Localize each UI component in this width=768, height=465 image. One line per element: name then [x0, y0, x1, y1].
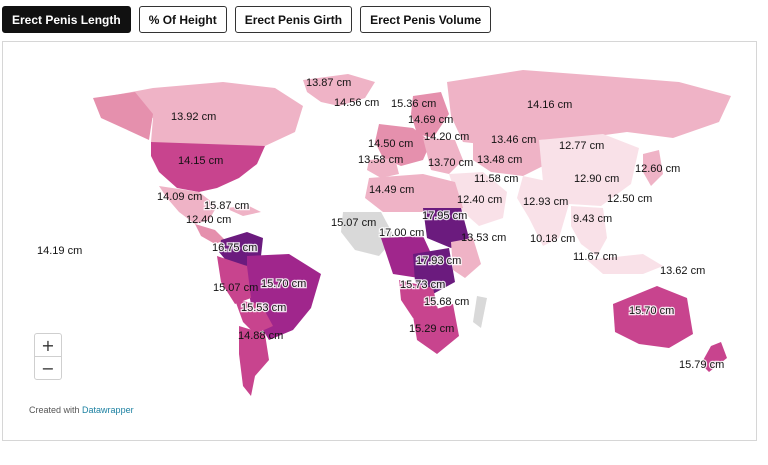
map-label: 12.93 cm: [523, 196, 568, 208]
zoom-in-button[interactable]: +: [41, 335, 55, 355]
map-label: 15.73 cm: [400, 279, 445, 291]
region-east-africa[interactable]: [451, 238, 481, 278]
map-label: 14.19 cm: [37, 245, 82, 257]
map-label: 15.36 cm: [391, 98, 436, 110]
map-label: 15.87 cm: [204, 200, 249, 212]
region-central-america[interactable]: [195, 224, 225, 244]
region-southeast-asia[interactable]: [571, 206, 607, 256]
region-sahel[interactable]: [423, 208, 469, 248]
map-label: 14.20 cm: [424, 131, 469, 143]
region-canada[interactable]: [99, 82, 303, 150]
region-alaska[interactable]: [93, 92, 153, 140]
tab-percent-of-height[interactable]: % Of Height: [138, 6, 227, 33]
map-label: 13.70 cm: [428, 157, 473, 169]
region-west-africa[interactable]: [341, 212, 395, 256]
map-label: 14.88 cm: [238, 330, 283, 342]
region-japan-korea[interactable]: [643, 150, 663, 186]
map-label: 14.09 cm: [157, 191, 202, 203]
credit-prefix: Created with: [29, 405, 80, 415]
region-argentina-chile[interactable]: [239, 326, 269, 396]
region-southern-africa[interactable]: [413, 304, 459, 354]
world-map[interactable]: 13.87 cm 14.56 cm 15.36 cm 14.16 cm 13.9…: [3, 42, 756, 440]
map-label: 13.87 cm: [306, 77, 351, 89]
map-label: 15.29 cm: [409, 323, 454, 335]
map-label: 14.49 cm: [369, 184, 414, 196]
map-label: 13.53 cm: [461, 232, 506, 244]
map-label: 9.43 cm: [573, 213, 612, 225]
region-south-asia[interactable]: [517, 176, 569, 246]
map-label: 15.79 cm: [679, 359, 724, 371]
map-label: 13.58 cm: [358, 154, 403, 166]
region-usa[interactable]: [151, 142, 265, 192]
region-peru[interactable]: [217, 256, 251, 304]
map-label: 10.18 cm: [530, 233, 575, 245]
map-label: 16.75 cm: [212, 242, 257, 254]
map-label: 15.70 cm: [629, 305, 674, 317]
region-caribbean[interactable]: [225, 206, 261, 216]
map-label: 15.07 cm: [213, 282, 258, 294]
map-label: 14.50 cm: [368, 138, 413, 150]
map-label: 13.48 cm: [477, 154, 522, 166]
region-new-zealand[interactable]: [701, 342, 727, 372]
map-label: 12.40 cm: [186, 214, 231, 226]
region-iberia[interactable]: [367, 158, 399, 178]
region-kazakhstan[interactable]: [473, 140, 551, 176]
tab-erect-penis-length[interactable]: Erect Penis Length: [2, 6, 131, 33]
region-madagascar[interactable]: [473, 296, 487, 328]
map-label: 12.60 cm: [635, 163, 680, 175]
region-russia[interactable]: [447, 70, 731, 146]
map-label: 12.77 cm: [559, 140, 604, 152]
map-frame: 13.87 cm 14.56 cm 15.36 cm 14.16 cm 13.9…: [2, 41, 757, 441]
region-australia[interactable]: [613, 286, 693, 348]
datawrapper-link[interactable]: Datawrapper: [82, 405, 134, 415]
region-middle-east[interactable]: [449, 172, 507, 226]
region-bolivia-paraguay[interactable]: [235, 300, 273, 334]
map-label: 12.40 cm: [457, 194, 502, 206]
map-label: 11.58 cm: [474, 173, 518, 185]
map-label: 14.69 cm: [408, 114, 453, 126]
map-label: 15.07 cm: [331, 217, 376, 229]
map-label: 14.16 cm: [527, 99, 572, 111]
region-china[interactable]: [539, 134, 639, 206]
map-label: 12.90 cm: [574, 173, 619, 185]
region-north-africa[interactable]: [365, 174, 463, 212]
map-label: 14.15 cm: [178, 155, 223, 167]
zoom-controls: + −: [34, 333, 62, 380]
map-label: 13.92 cm: [171, 111, 216, 123]
map-label: 13.62 cm: [660, 265, 705, 277]
map-label: 13.46 cm: [491, 134, 536, 146]
region-scandinavia[interactable]: [411, 92, 449, 138]
tab-erect-penis-girth[interactable]: Erect Penis Girth: [234, 6, 353, 33]
region-indonesia[interactable]: [587, 254, 663, 274]
metric-tabs: Erect Penis Length % Of Height Erect Pen…: [2, 6, 492, 33]
map-label: 15.68 cm: [424, 296, 469, 308]
map-label: 17.95 cm: [422, 210, 467, 222]
region-eastern-europe[interactable]: [423, 138, 463, 174]
region-angola[interactable]: [399, 280, 439, 318]
region-western-europe[interactable]: [375, 124, 431, 166]
map-label: 15.53 cm: [241, 302, 286, 314]
map-label: 14.56 cm: [334, 97, 379, 109]
region-greenland[interactable]: [303, 74, 375, 106]
credit-line: Created with Datawrapper: [29, 405, 134, 415]
map-label: 15.70 cm: [261, 278, 306, 290]
map-label: 11.67 cm: [573, 251, 617, 263]
tab-erect-penis-volume[interactable]: Erect Penis Volume: [360, 6, 492, 33]
region-mexico[interactable]: [159, 186, 217, 224]
map-label: 17.93 cm: [416, 255, 461, 267]
map-label: 17.00 cm: [379, 227, 424, 239]
zoom-out-button[interactable]: −: [35, 356, 61, 379]
map-label: 12.50 cm: [607, 193, 652, 205]
region-congo[interactable]: [413, 248, 455, 294]
